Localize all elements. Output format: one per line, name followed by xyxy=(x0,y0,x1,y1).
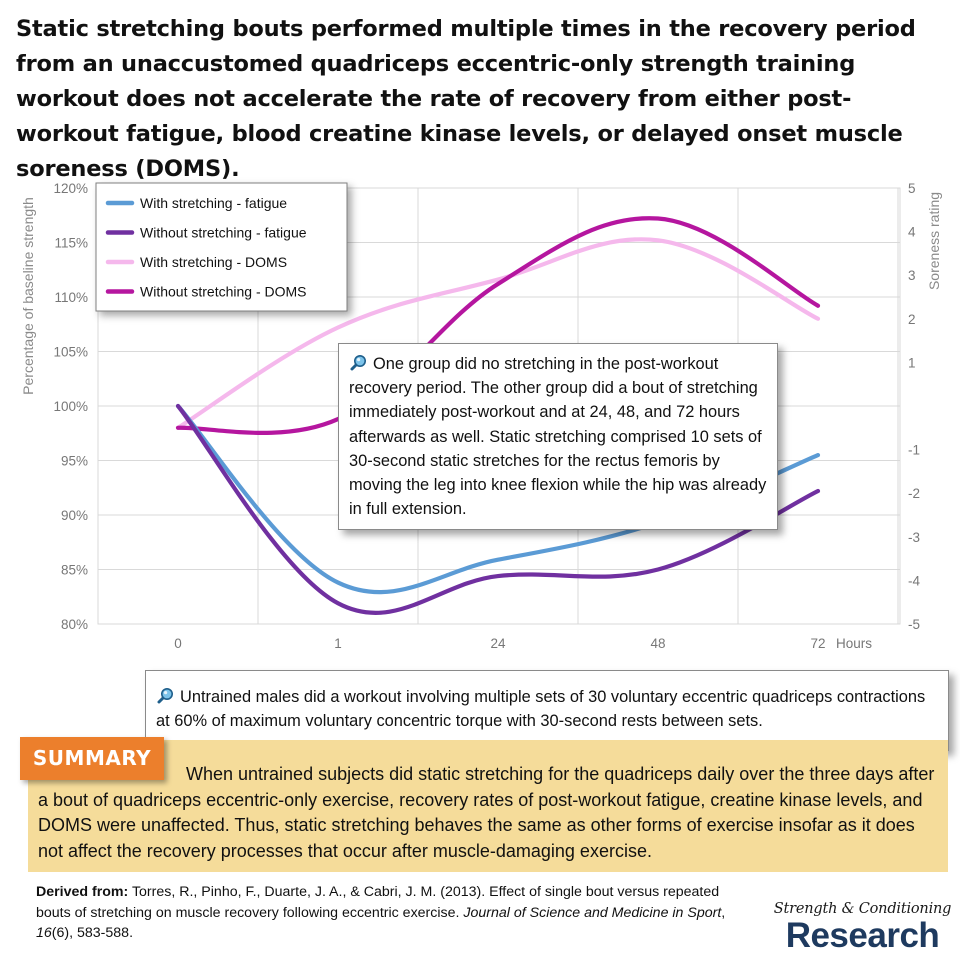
logo-wordmark: Research xyxy=(785,916,940,955)
x-tick-label: 24 xyxy=(490,636,506,651)
summary-text: When untrained subjects did static stret… xyxy=(38,764,935,861)
legend-label: With stretching - fatigue xyxy=(140,195,287,211)
y-left-tick-label: 80% xyxy=(61,617,88,632)
x-tick-label: 0 xyxy=(174,636,182,651)
y-right-tick-label: -4 xyxy=(908,573,920,588)
legend-label: With stretching - DOMS xyxy=(140,254,287,270)
citation-label: Derived from: xyxy=(36,884,129,900)
y-right-tick-label: -3 xyxy=(908,530,920,545)
brand-logo: Strength & Conditioning Research xyxy=(770,900,955,956)
y-right-tick-label: 1 xyxy=(908,355,916,370)
headline: Static stretching bouts performed multip… xyxy=(16,16,916,182)
logo-tagline: Strength & Conditioning xyxy=(773,901,952,917)
y-left-tick-label: 105% xyxy=(53,345,88,360)
y-left-tick-label: 85% xyxy=(61,563,88,578)
y-left-tick-label: 115% xyxy=(54,236,88,251)
series-line xyxy=(175,237,821,430)
series-line xyxy=(175,216,821,435)
y-left-axis-title: Percentage of baseline strength xyxy=(20,197,36,395)
protocol-note: Untrained males did a workout involving … xyxy=(145,670,949,751)
y-right-tick-label: -1 xyxy=(908,443,920,458)
y-right-tick-label: -2 xyxy=(908,486,920,501)
series-line xyxy=(175,403,821,615)
citation-authors: Torres, R., Pinho, F., Duarte, J. A., & … xyxy=(36,884,720,921)
y-left-tick-label: 90% xyxy=(61,508,88,523)
y-right-tick-label: 4 xyxy=(908,225,916,240)
magnifier-pin-icon xyxy=(157,688,173,704)
citation: Derived from: Torres, R., Pinho, F., Dua… xyxy=(36,884,726,941)
summary-tag: SUMMARY xyxy=(20,737,164,780)
summary-panel: When untrained subjects did static stret… xyxy=(28,740,948,872)
x-tick-label: 48 xyxy=(650,636,665,651)
y-left-tick-label: 100% xyxy=(53,399,88,414)
legend-label: Without stretching - fatigue xyxy=(140,225,307,241)
y-right-tick-label: -5 xyxy=(908,617,920,632)
x-tick-label: 72 xyxy=(810,636,825,651)
protocol-text: Untrained males did a workout involving … xyxy=(156,688,926,730)
study-design-note: One group did no stretching in the post-… xyxy=(338,343,778,530)
study-design-text: One group did no stretching in the post-… xyxy=(349,355,767,519)
chart-axes: 80% 85% 90% 95% 100% 105% 110% 115% 120% -5 -4 -3 -2… xyxy=(20,181,942,651)
y-right-tick-label: 2 xyxy=(908,312,916,327)
magnifier-pin-icon xyxy=(350,355,366,371)
legend-box xyxy=(95,182,348,312)
x-tick-label: 1 xyxy=(334,636,342,651)
citation-journal: Journal of Science and Medicine in Sport xyxy=(463,904,722,921)
citation-pages: (6), 583-588. xyxy=(51,925,134,941)
x-unit-label: Hours xyxy=(836,636,872,651)
legend-label: Without stretching - DOMS xyxy=(140,284,307,300)
y-left-tick-label: 110% xyxy=(54,290,88,305)
citation-volume: 16 xyxy=(36,925,52,941)
y-right-tick-label: 5 xyxy=(908,181,916,196)
y-right-axis-title: Soreness rating xyxy=(926,192,942,290)
y-left-tick-label: 95% xyxy=(61,454,88,469)
y-right-tick-label: 3 xyxy=(908,268,916,283)
chart-legend: With stretching - fatigue Without stretch… xyxy=(95,182,348,312)
y-left-tick-label: 120% xyxy=(53,181,88,196)
